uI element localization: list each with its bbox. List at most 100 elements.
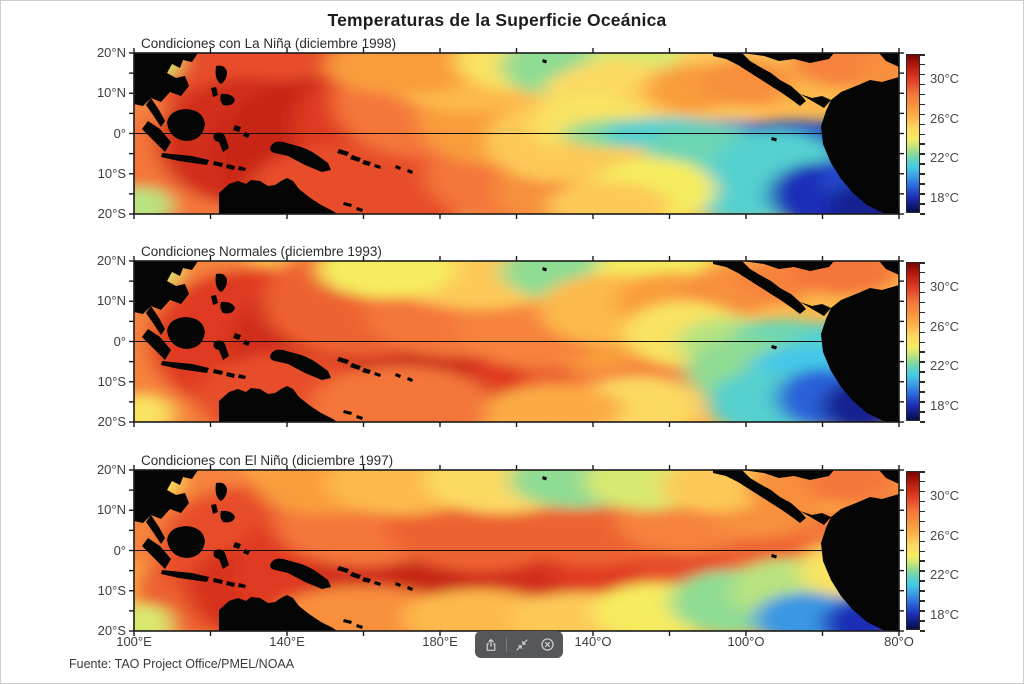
x-tick-label: 100°E	[116, 634, 152, 649]
colorbar-tick	[920, 291, 925, 294]
x-tick-label: 140°E	[269, 634, 305, 649]
sst-heatmap-normal	[129, 256, 904, 427]
colorbar-tick	[920, 550, 925, 552]
panel-subtitle: Condiciones con La Niña (diciembre 1998)	[141, 36, 397, 51]
x-tick-label: 180°E	[422, 634, 458, 649]
figure-title: Temperaturas de la Superficie Oceánica	[327, 10, 667, 30]
close-circle-icon	[540, 638, 554, 651]
colorbar-tick	[920, 311, 925, 314]
colorbar-tick	[920, 590, 925, 592]
colorbar-tick	[920, 361, 925, 363]
colorbar-tick	[920, 401, 925, 403]
colorbar-tick	[920, 560, 925, 562]
y-tick-label: 10°N	[96, 502, 126, 518]
y-tick-label: 10°S	[97, 165, 126, 181]
colorbar-tick	[920, 540, 925, 543]
y-tick-label: 10°S	[97, 582, 126, 598]
colorbar-tick	[920, 630, 925, 632]
colorbar-tick-label: 30°C	[930, 278, 960, 294]
y-tick-label: 20°S	[97, 623, 126, 638]
colorbar-tick	[920, 341, 925, 343]
panel-subtitle: Condiciones con El Niño (diciembre 1997)	[141, 453, 394, 468]
colorbar-tick	[920, 471, 925, 473]
y-tick-label: 20°N	[96, 253, 126, 268]
colorbar-tick	[920, 173, 925, 175]
overlay-toolbar	[475, 631, 563, 658]
collapse-icon	[516, 638, 528, 651]
y-tick-label: 10°N	[96, 85, 126, 101]
colorbar-tick	[920, 203, 925, 205]
colorbar-tick	[920, 93, 925, 96]
x-tick-label: 140°O	[574, 634, 612, 649]
colorbar-tick-label: 22°C	[930, 567, 960, 583]
colorbar-tick-label: 26°C	[930, 527, 960, 543]
colorbar-tick	[920, 113, 925, 116]
colorbar-tick	[920, 620, 925, 622]
colorbar-tick	[920, 193, 925, 195]
colorbar-tick	[920, 133, 925, 135]
colorbar-tick	[920, 490, 925, 493]
colorbar-tick	[920, 63, 925, 66]
colorbar-tick	[920, 530, 925, 533]
colorbar-tick	[920, 271, 925, 274]
y-tick-label: 0°	[113, 333, 126, 349]
colorbar-tick	[920, 281, 925, 284]
colorbar-tick-label: 30°C	[930, 70, 960, 86]
collapse-button[interactable]	[512, 635, 532, 655]
share-icon	[486, 638, 496, 651]
colorbar-gradient	[906, 54, 920, 213]
colorbar-tick-label: 18°C	[930, 190, 960, 206]
colorbar-tick-label: 18°C	[930, 398, 960, 414]
y-tick-label: 20°S	[97, 206, 126, 221]
sst-heatmap-el-nino	[129, 465, 904, 636]
colorbar-gradient	[906, 471, 920, 630]
colorbar-tick	[920, 83, 925, 86]
y-tick-label: 20°N	[96, 45, 126, 60]
colorbar-tick	[920, 183, 925, 185]
colorbar-tick-label: 26°C	[930, 110, 960, 126]
colorbar-tick	[920, 510, 925, 513]
colorbar-tick	[920, 580, 925, 582]
colorbar-tick	[920, 213, 925, 215]
x-tick-label: 100°O	[727, 634, 765, 649]
colorbar-tick	[920, 163, 925, 165]
colorbar-tick	[920, 570, 925, 572]
colorbar-tick	[920, 301, 925, 304]
colorbar-tick	[920, 103, 925, 106]
colorbar-tick	[920, 262, 925, 264]
colorbar-tick	[920, 54, 925, 56]
colorbar-tick-label: 22°C	[930, 358, 960, 374]
colorbar-tick-label: 26°C	[930, 318, 960, 334]
y-tick-label: 20°S	[97, 414, 126, 429]
close-button[interactable]	[537, 635, 557, 655]
colorbar-tick	[920, 321, 925, 324]
colorbar-tick	[920, 421, 925, 423]
colorbar-tick-label: 18°C	[930, 607, 960, 623]
colorbar-tick	[920, 371, 925, 373]
colorbar-tick	[920, 381, 925, 383]
panel-subtitle: Condiciones Normales (diciembre 1993)	[141, 244, 382, 259]
colorbar-tick-label: 22°C	[930, 150, 960, 166]
colorbar-tick	[920, 153, 925, 155]
colorbar-gradient	[906, 262, 920, 421]
y-tick-label: 10°N	[96, 293, 126, 309]
y-tick-label: 0°	[113, 542, 126, 558]
colorbar-tick	[920, 73, 925, 76]
colorbar-tick	[920, 600, 925, 602]
share-button[interactable]	[481, 635, 501, 655]
colorbar-tick	[920, 143, 925, 145]
y-tick-label: 0°	[113, 125, 126, 141]
colorbar-tick	[920, 411, 925, 413]
y-tick-label: 20°N	[96, 462, 126, 477]
colorbar-tick	[920, 391, 925, 393]
toolbar-divider	[506, 637, 507, 652]
colorbar-tick-label: 30°C	[930, 487, 960, 503]
colorbar-tick	[920, 331, 925, 334]
colorbar-tick	[920, 500, 925, 503]
y-tick-label: 10°S	[97, 373, 126, 389]
colorbar-tick	[920, 351, 925, 353]
colorbar-tick	[920, 520, 925, 523]
colorbar-tick	[920, 480, 925, 483]
sst-heatmap-la-nina	[129, 48, 904, 219]
